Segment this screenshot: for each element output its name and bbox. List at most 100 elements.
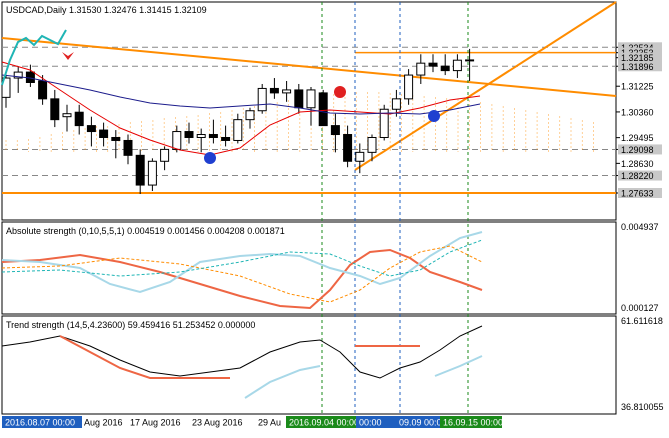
time-axis-layer: 2016.08.07 00:00 2016.09.04 00:00 00:00 09.… bbox=[2, 416, 503, 428]
abs-strength-bull-signal bbox=[1, 245, 483, 303]
buy-signal-dot bbox=[204, 152, 216, 164]
candle bbox=[208, 119, 218, 144]
candle-body-bear bbox=[74, 111, 84, 127]
absolute-strength-panel-frame bbox=[1, 221, 617, 315]
candle bbox=[50, 89, 60, 128]
time-axis-label: 29 Au bbox=[258, 418, 281, 428]
candle-body-bear bbox=[343, 134, 353, 162]
candle bbox=[1, 70, 11, 108]
price-tick-label: 1.29098 bbox=[621, 145, 654, 155]
candle-body-bull bbox=[196, 134, 206, 138]
time-tag-bg bbox=[396, 416, 440, 428]
candle-body-bull bbox=[391, 98, 401, 110]
candle-body-bull bbox=[13, 71, 23, 79]
abs-strength-bear-line bbox=[1, 231, 483, 294]
candle bbox=[13, 66, 23, 93]
absolute-strength-header: Absolute strength (0,10,5,5,1) 0.004519 … bbox=[6, 226, 285, 236]
candle-body-bull bbox=[306, 89, 316, 109]
time-axis-label: Aug 2016 bbox=[84, 418, 123, 428]
candle-body-bear bbox=[221, 136, 231, 141]
red-moving-average bbox=[1, 61, 481, 156]
candle bbox=[269, 78, 279, 99]
sell-signal-dot bbox=[334, 86, 346, 98]
price-tick-label: 1.31225 bbox=[621, 82, 654, 92]
main-chart-header: USDCAD,Daily 1.31530 1.32476 1.31415 1.3… bbox=[6, 5, 207, 15]
navy-moving-average bbox=[1, 74, 481, 115]
candle bbox=[416, 54, 426, 84]
candle bbox=[184, 122, 194, 144]
candle bbox=[221, 125, 231, 147]
candle bbox=[135, 149, 145, 194]
candle-body-bull bbox=[404, 74, 414, 100]
candle-body-bear bbox=[123, 139, 133, 156]
candle-body-bull bbox=[233, 119, 243, 141]
absolute-strength-layer bbox=[1, 231, 483, 310]
candle-body-bull bbox=[416, 62, 426, 76]
candle bbox=[74, 104, 84, 135]
candle-body-bear bbox=[330, 125, 340, 136]
time-tag-label: 2016.08.07 00:00 bbox=[5, 418, 75, 428]
price-tick-label: 1.29495 bbox=[621, 133, 654, 143]
price-tag-bg bbox=[618, 61, 662, 72]
time-tag-bg bbox=[286, 416, 358, 428]
candle-body-bull bbox=[379, 108, 389, 138]
time-tag-label: 16.09.15 00:00 bbox=[443, 418, 503, 428]
candle bbox=[428, 54, 438, 73]
price-tag-bg bbox=[618, 170, 662, 181]
price-tick-label: 1.32185 bbox=[621, 53, 654, 63]
p3-scale-bottom: 36.810055 bbox=[621, 402, 664, 412]
candle-body-bull bbox=[282, 89, 292, 94]
candle-body-bear bbox=[318, 92, 328, 127]
candle-body-bull bbox=[1, 77, 11, 98]
candle-body-bull bbox=[452, 59, 462, 72]
candle-body-bear bbox=[111, 136, 121, 141]
candle bbox=[147, 158, 157, 192]
main-price-layer: 1.325341.323531.321851.318961.312251.303… bbox=[1, 1, 662, 414]
candle bbox=[452, 54, 462, 79]
candle bbox=[123, 134, 133, 165]
trend-strength-panel-frame bbox=[1, 315, 617, 415]
candle-body-bear bbox=[38, 80, 48, 100]
p2-scale-top: 0.004937 bbox=[621, 222, 659, 232]
candle bbox=[343, 125, 353, 168]
price-tick-label: 1.31896 bbox=[621, 62, 654, 72]
candle bbox=[160, 146, 170, 171]
candle bbox=[233, 113, 243, 144]
trend-strength-line bbox=[1, 325, 483, 379]
candle bbox=[379, 104, 389, 141]
time-tag-label: 2016.09.04 00:00 bbox=[289, 418, 359, 428]
price-tick-label: 1.28220 bbox=[621, 171, 654, 181]
candle bbox=[257, 83, 267, 114]
time-axis-label: 23 Aug 2016 bbox=[192, 418, 243, 428]
p3-scale-top: 61.611618 bbox=[621, 316, 663, 326]
red-arrow-marker bbox=[62, 52, 74, 60]
candle-body-bull bbox=[355, 151, 365, 162]
price-tag-bg bbox=[618, 188, 662, 198]
candle-body-bear bbox=[428, 62, 438, 67]
candle bbox=[99, 122, 109, 147]
candle-body-bear bbox=[269, 87, 279, 94]
buy-signal-dot bbox=[428, 110, 440, 122]
candle-body-bear bbox=[294, 89, 304, 109]
candle bbox=[355, 143, 365, 174]
candle-body-bear bbox=[440, 65, 450, 72]
candle bbox=[282, 81, 292, 102]
time-tag-bg bbox=[356, 416, 396, 428]
candle-body-bull bbox=[147, 160, 157, 186]
candle-body-bull bbox=[172, 131, 182, 150]
trend-strength-bear-line bbox=[244, 365, 321, 399]
candle-body-bull bbox=[257, 87, 267, 112]
time-tag-bg bbox=[440, 416, 502, 428]
candle-body-bull bbox=[245, 110, 255, 121]
candle bbox=[111, 130, 121, 159]
price-tag-bg bbox=[618, 52, 662, 63]
candle bbox=[306, 86, 316, 126]
candle bbox=[86, 116, 96, 147]
candle-body-bear bbox=[99, 129, 109, 138]
down-trendline bbox=[1, 37, 617, 97]
candle bbox=[465, 48, 475, 82]
abs-strength-bear-signal bbox=[1, 239, 483, 277]
candle-body-bear bbox=[184, 131, 194, 138]
